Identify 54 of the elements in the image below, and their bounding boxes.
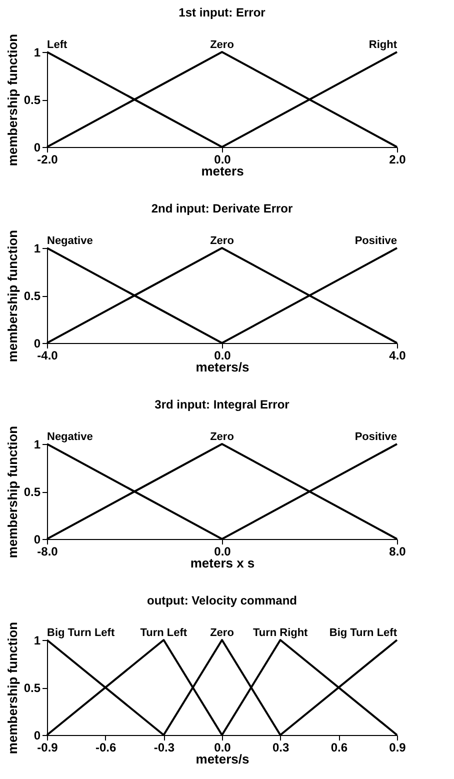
series-label: Positive xyxy=(354,431,397,443)
series-label: Right xyxy=(368,39,398,51)
series-label: Zero xyxy=(210,431,234,443)
y-tick-label: 0.5 xyxy=(24,289,41,303)
x-tick-label: 8.0 xyxy=(389,544,406,558)
series-label: Big Turn Left xyxy=(329,627,398,639)
x-tick-label: 0.3 xyxy=(272,740,290,754)
y-tick-label: 0.5 xyxy=(24,93,41,107)
y-tick-label: 0 xyxy=(34,140,41,154)
x-axis-title: meters x s xyxy=(190,556,255,570)
chart-title: output: Velocity command xyxy=(146,593,298,608)
y-axis-title: membership function xyxy=(4,622,20,754)
chart-title: 3rd input: Integral Error xyxy=(154,397,290,412)
series-label: Turn Right xyxy=(252,627,308,639)
series-label: Zero xyxy=(210,235,234,247)
x-tick-label: -8.0 xyxy=(37,544,58,558)
series-label: Big Turn Left xyxy=(47,627,115,639)
x-tick-label: -0.9 xyxy=(37,740,58,754)
series-label: Zero xyxy=(210,627,234,639)
x-tick-label: -0.6 xyxy=(95,740,116,754)
y-axis-title: membership function xyxy=(4,230,20,362)
series-label: Turn Left xyxy=(140,627,188,639)
series-label: Negative xyxy=(47,235,93,247)
chart-title: 1st input: Error xyxy=(178,5,266,20)
x-tick-label: 0.9 xyxy=(389,740,406,754)
series-label: Positive xyxy=(354,235,397,247)
x-tick-label: 2.0 xyxy=(389,152,406,166)
chart-title: 2nd input: Derivate Error xyxy=(151,201,294,216)
x-axis-title: meters xyxy=(201,164,244,178)
x-tick-label: 0.0 xyxy=(214,348,232,362)
x-tick-label: -2.0 xyxy=(37,152,58,166)
series-label: Negative xyxy=(47,431,93,443)
y-tick-label: 0.5 xyxy=(24,485,41,499)
series-label: Left xyxy=(47,39,68,51)
x-axis-title: meters/s xyxy=(196,752,250,766)
y-tick-label: 1 xyxy=(34,634,41,648)
y-tick-label: 0 xyxy=(34,728,41,742)
y-tick-label: 1 xyxy=(34,242,41,256)
series-label: Zero xyxy=(210,39,234,51)
y-tick-label: 1 xyxy=(34,46,41,60)
y-tick-label: 0.5 xyxy=(24,681,41,695)
y-axis-title: membership function xyxy=(4,426,20,558)
x-tick-label: -4.0 xyxy=(37,348,58,362)
y-tick-label: 0 xyxy=(34,532,41,546)
x-tick-label: -0.3 xyxy=(154,740,175,754)
x-tick-label: 0.0 xyxy=(214,152,232,166)
y-tick-label: 1 xyxy=(34,438,41,452)
y-tick-label: 0 xyxy=(34,336,41,350)
x-axis-title: meters/s xyxy=(196,360,250,374)
y-axis-title: membership function xyxy=(4,34,20,166)
x-tick-label: 4.0 xyxy=(389,348,406,362)
x-tick-label: 0.0 xyxy=(214,544,232,558)
x-tick-label: 0.0 xyxy=(214,740,232,754)
x-tick-label: 0.6 xyxy=(330,740,348,754)
